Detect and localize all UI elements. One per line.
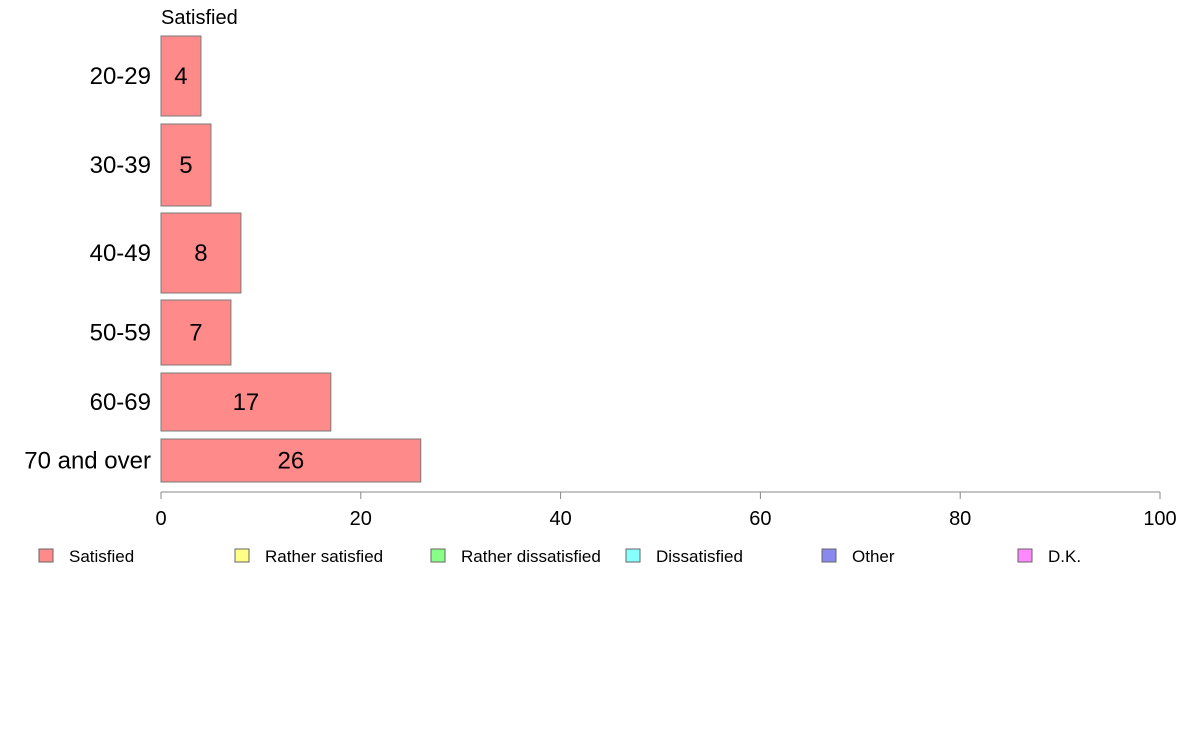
- legend-label: Other: [852, 547, 895, 566]
- x-axis: 0 20 40 60 80 100: [155, 491, 1177, 530]
- x-tick-label: 0: [155, 508, 166, 530]
- bar-20-29: [160, 35, 202, 117]
- x-tick-label: 80: [949, 508, 971, 530]
- bars-group: 4 20-29 5 30-39 8 40-49 7 50-59 17 60-69 26 70 and …: [24, 35, 422, 483]
- x-tick-label: 100: [1143, 508, 1176, 530]
- category-label: 60-69: [90, 389, 151, 416]
- category-label: 50-59: [90, 320, 151, 347]
- bar-50-59: [160, 299, 232, 366]
- bar-70-and-over: [160, 438, 422, 483]
- bar-value-label: 17: [233, 389, 260, 416]
- category-label: 20-29: [90, 63, 151, 90]
- bar-value-label: 5: [179, 152, 192, 179]
- bar-value-label: 26: [278, 448, 305, 475]
- legend-swatch: [821, 548, 837, 563]
- bar-value-label: 7: [189, 320, 202, 347]
- x-tick-label: 20: [350, 508, 372, 530]
- legend-swatch: [625, 548, 641, 563]
- category-label: 70 and over: [24, 448, 151, 475]
- legend-swatch: [38, 548, 54, 563]
- legend-label: Rather dissatisfied: [461, 547, 601, 566]
- x-tick-label: 60: [749, 508, 771, 530]
- series-title: Satisfied: [161, 7, 238, 29]
- bar-60-69: [160, 372, 332, 432]
- bar-30-39: [160, 123, 212, 207]
- legend-label: D.K.: [1048, 547, 1081, 566]
- legend: Satisfied Rather satisfied Rather dissatis…: [38, 547, 1081, 566]
- x-tick-label: 40: [549, 508, 571, 530]
- category-label: 40-49: [90, 240, 151, 267]
- category-label: 30-39: [90, 152, 151, 179]
- legend-swatch: [234, 548, 250, 563]
- bar-40-49: [160, 212, 242, 294]
- legend-swatch: [430, 548, 446, 563]
- legend-swatch: [1017, 548, 1033, 563]
- legend-label: Rather satisfied: [265, 547, 383, 566]
- legend-label: Dissatisfied: [656, 547, 743, 566]
- legend-label: Satisfied: [69, 547, 134, 566]
- bar-value-label: 4: [174, 63, 187, 90]
- bar-value-label: 8: [194, 240, 207, 267]
